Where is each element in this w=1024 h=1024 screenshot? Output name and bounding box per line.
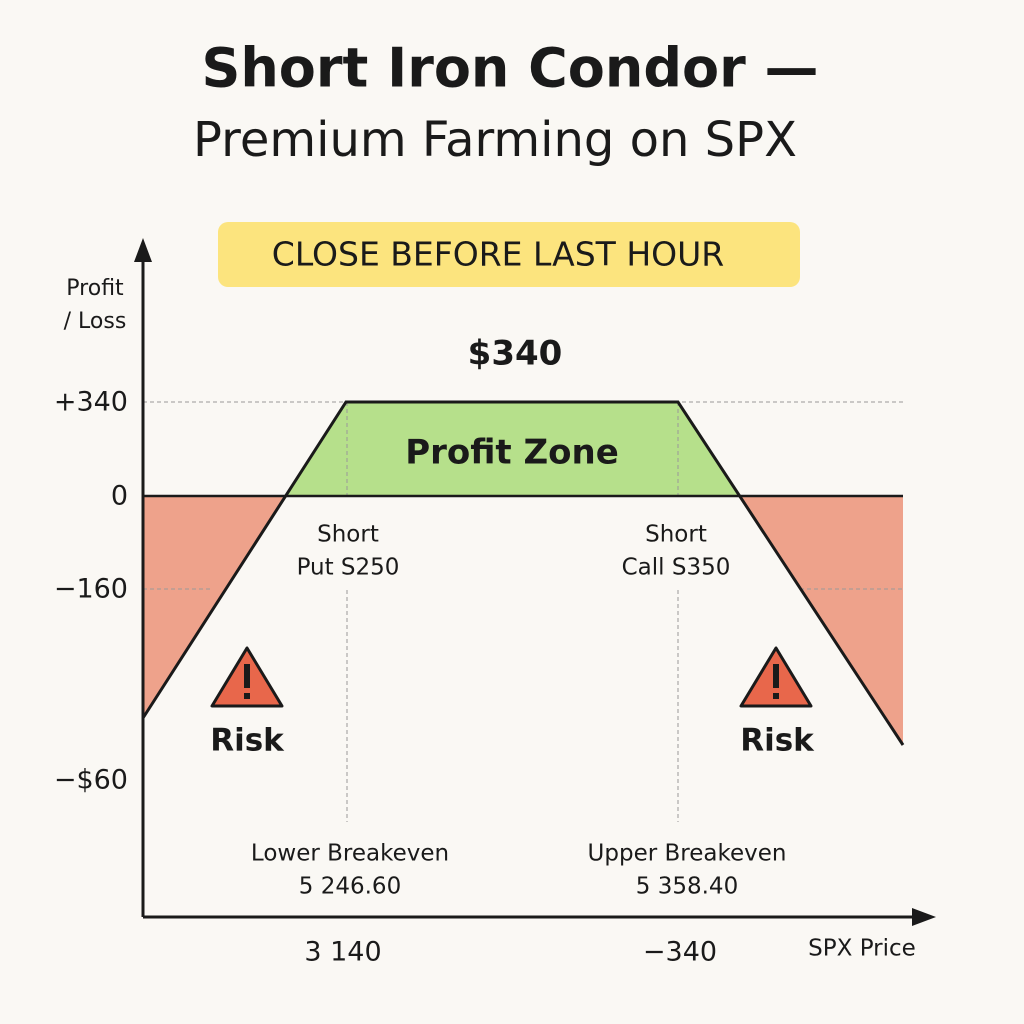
short-put-label: Short <box>317 522 379 548</box>
y-axis-label: Profit <box>66 276 124 301</box>
y-tick-label: +340 <box>54 387 128 418</box>
upper-breakeven-value: 5 358.40 <box>636 874 738 900</box>
y-tick-label: −160 <box>54 574 128 605</box>
upper-breakeven-label: Upper Breakeven <box>588 841 787 867</box>
y-tick-label: −$60 <box>54 765 128 796</box>
x-label: 3 140 <box>304 937 381 968</box>
peak-label: $340 <box>468 334 563 374</box>
x-axis-label: SPX Price <box>808 936 916 962</box>
short-call-label: Short <box>645 522 707 548</box>
y-tick-label: 0 <box>111 481 128 512</box>
lower-breakeven-value: 5 246.60 <box>299 874 401 900</box>
risk-label: Risk <box>210 723 285 759</box>
title-line1: Short Iron Condor — <box>201 37 818 100</box>
x-axis-arrow <box>912 908 936 926</box>
title-line2: Premium Farming on SPX <box>193 112 797 168</box>
short-call-label: Call S350 <box>622 555 731 581</box>
profit-zone-label: Profit Zone <box>405 433 619 473</box>
risk-label: Risk <box>740 723 815 759</box>
warning-icon <box>739 646 813 708</box>
payoff-line <box>141 400 905 746</box>
short-put-label: Put S250 <box>297 555 400 581</box>
banner-text: CLOSE BEFORE LAST HOUR <box>272 235 724 274</box>
profit-area <box>287 402 738 496</box>
lower-breakeven-label: Lower Breakeven <box>251 841 449 867</box>
x-label: −340 <box>643 937 717 968</box>
warning-icon <box>210 646 284 708</box>
y-axis-label: / Loss <box>64 309 127 334</box>
banner <box>218 222 800 287</box>
y-axis-arrow <box>134 238 152 262</box>
